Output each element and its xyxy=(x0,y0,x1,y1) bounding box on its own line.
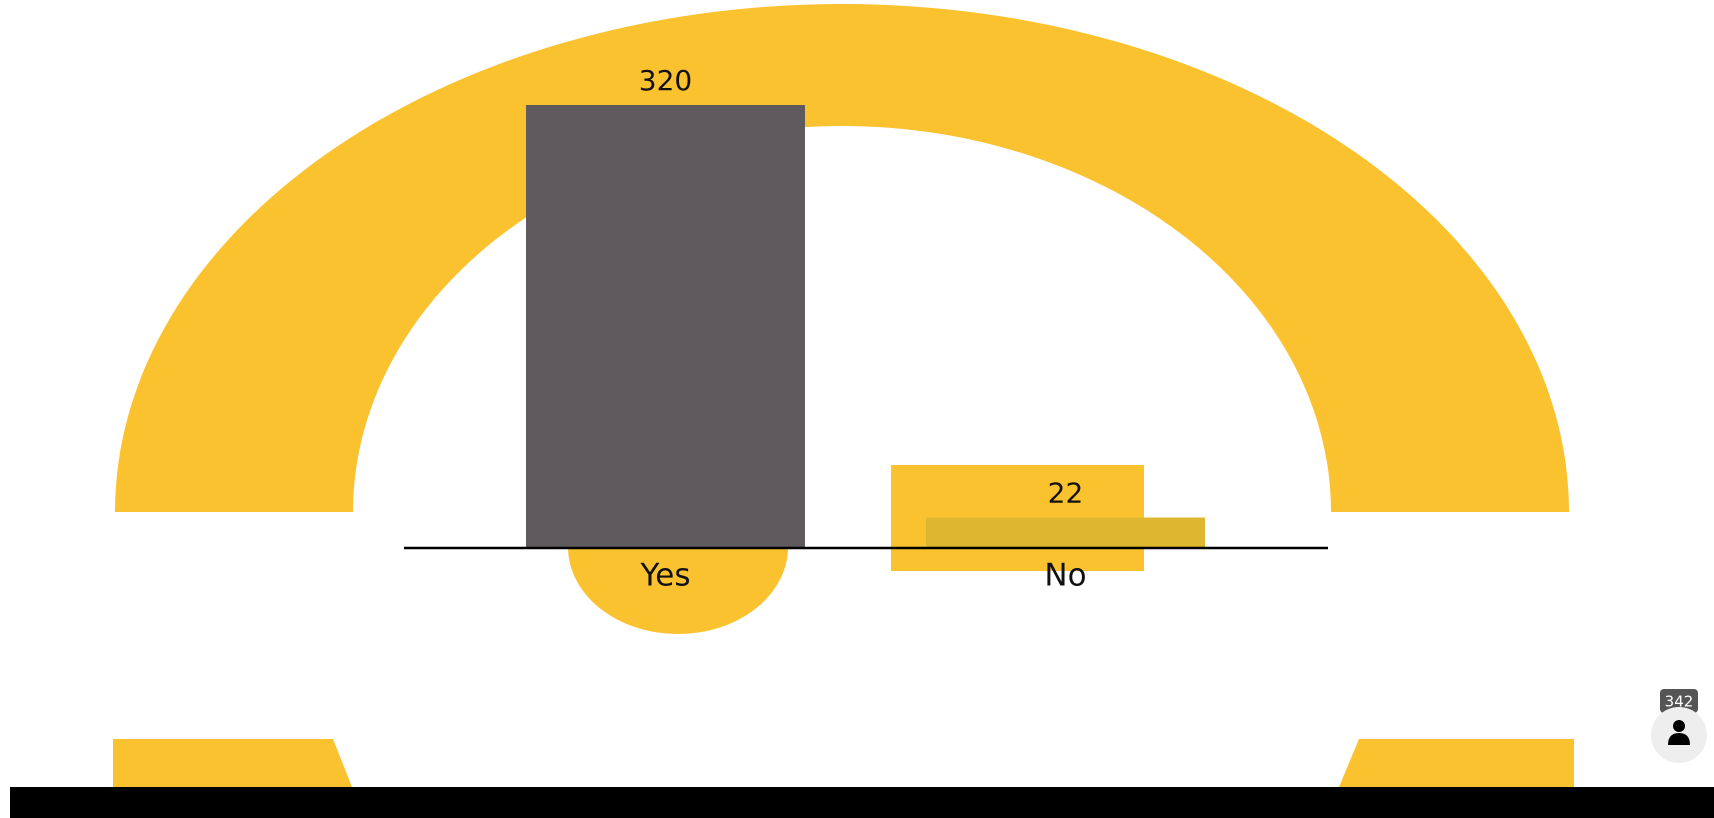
bar xyxy=(526,105,805,548)
plot: 320 Yes 22 No xyxy=(526,64,1205,594)
value-label: 22 xyxy=(1048,477,1084,510)
participant-counter[interactable]: 342 xyxy=(1651,689,1707,763)
bar xyxy=(926,517,1205,548)
person-icon xyxy=(1668,733,1690,745)
category-label: No xyxy=(1044,558,1086,594)
background-art xyxy=(10,4,1714,818)
person-icon xyxy=(1673,720,1685,732)
category-label: Yes xyxy=(639,558,690,594)
participant-count: 342 xyxy=(1665,693,1694,711)
counter-badge xyxy=(1660,689,1698,713)
value-label: 320 xyxy=(639,64,692,97)
